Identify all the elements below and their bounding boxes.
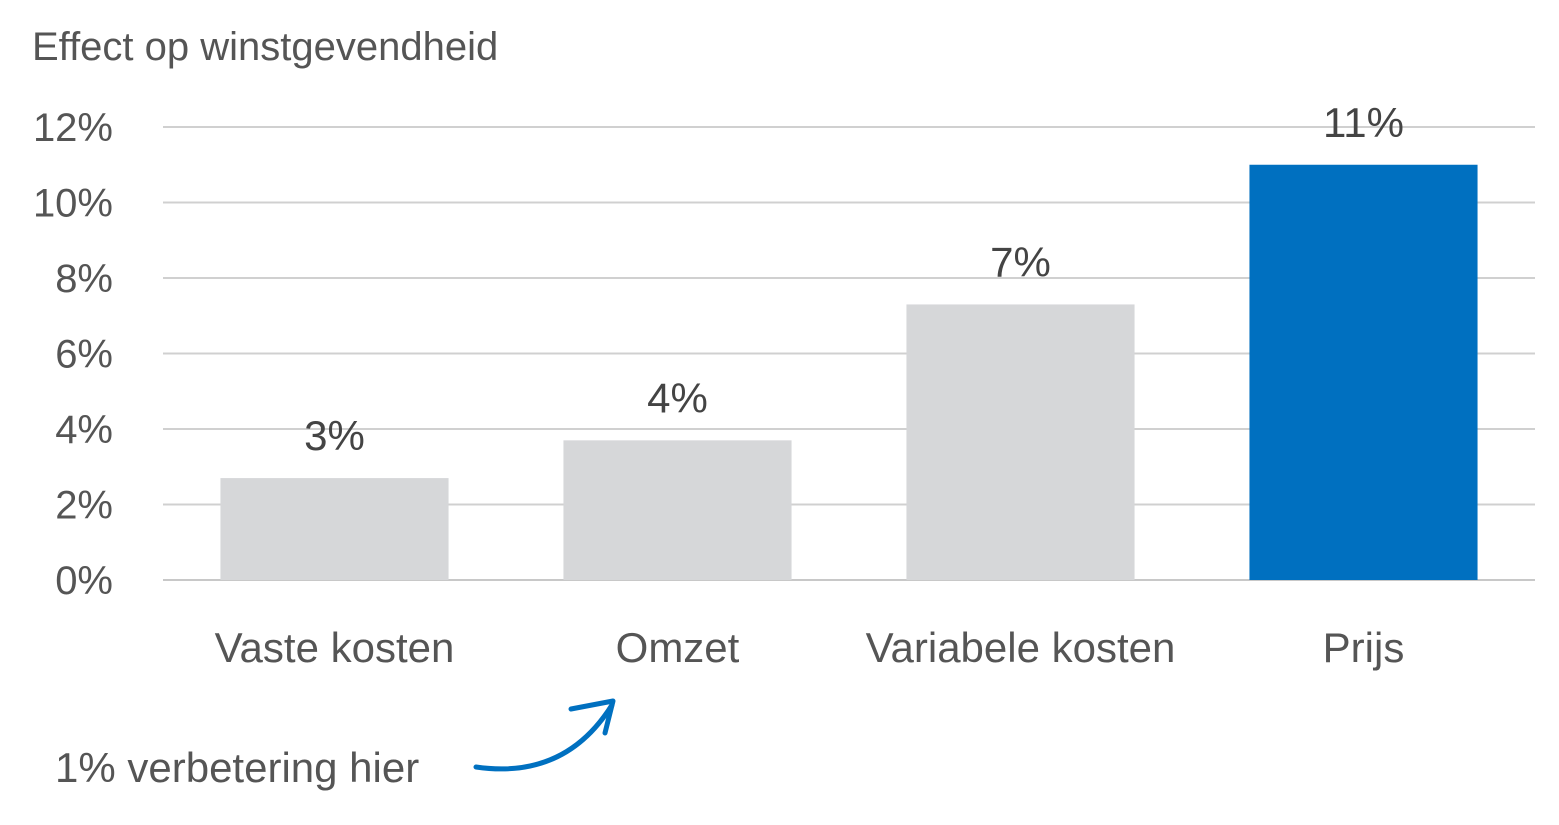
y-tick-label: 10% [33,182,113,226]
data-labels: 3% 4% 7% 11% [304,99,1404,459]
x-category-label: Prijs [1323,624,1405,671]
bar [563,440,792,580]
annotation-arrow-curve [473,702,615,772]
data-label: 3% [304,412,365,459]
x-category-label: Variabele kosten [866,624,1176,671]
bar [1249,164,1478,580]
y-tick-label: 8% [55,257,113,301]
y-tick-label: 6% [55,333,113,377]
annotation-arrow-head [568,698,616,736]
data-label: 11% [1323,99,1404,146]
bar [906,304,1135,580]
annotation-arrow-icon [473,698,616,772]
x-category-label: Omzet [616,624,740,671]
annotation-text: 1% verbetering hier [55,744,419,791]
bars [220,164,1478,580]
data-label: 7% [990,238,1051,285]
y-tick-label: 4% [55,408,113,452]
data-label: 4% [647,374,708,421]
y-tick-label: 0% [55,559,113,603]
bar [220,478,449,580]
x-category-label: Vaste kosten [215,624,455,671]
x-axis-categories: Vaste kosten Omzet Variabele kosten Prijs [215,624,1405,671]
y-tick-label: 12% [33,106,113,150]
y-tick-label: 2% [55,484,113,528]
chart-title: Effect op winstgevendheid [32,25,498,69]
y-axis-ticks: 0% 2% 4% 6% 8% 10% 12% [33,106,113,603]
